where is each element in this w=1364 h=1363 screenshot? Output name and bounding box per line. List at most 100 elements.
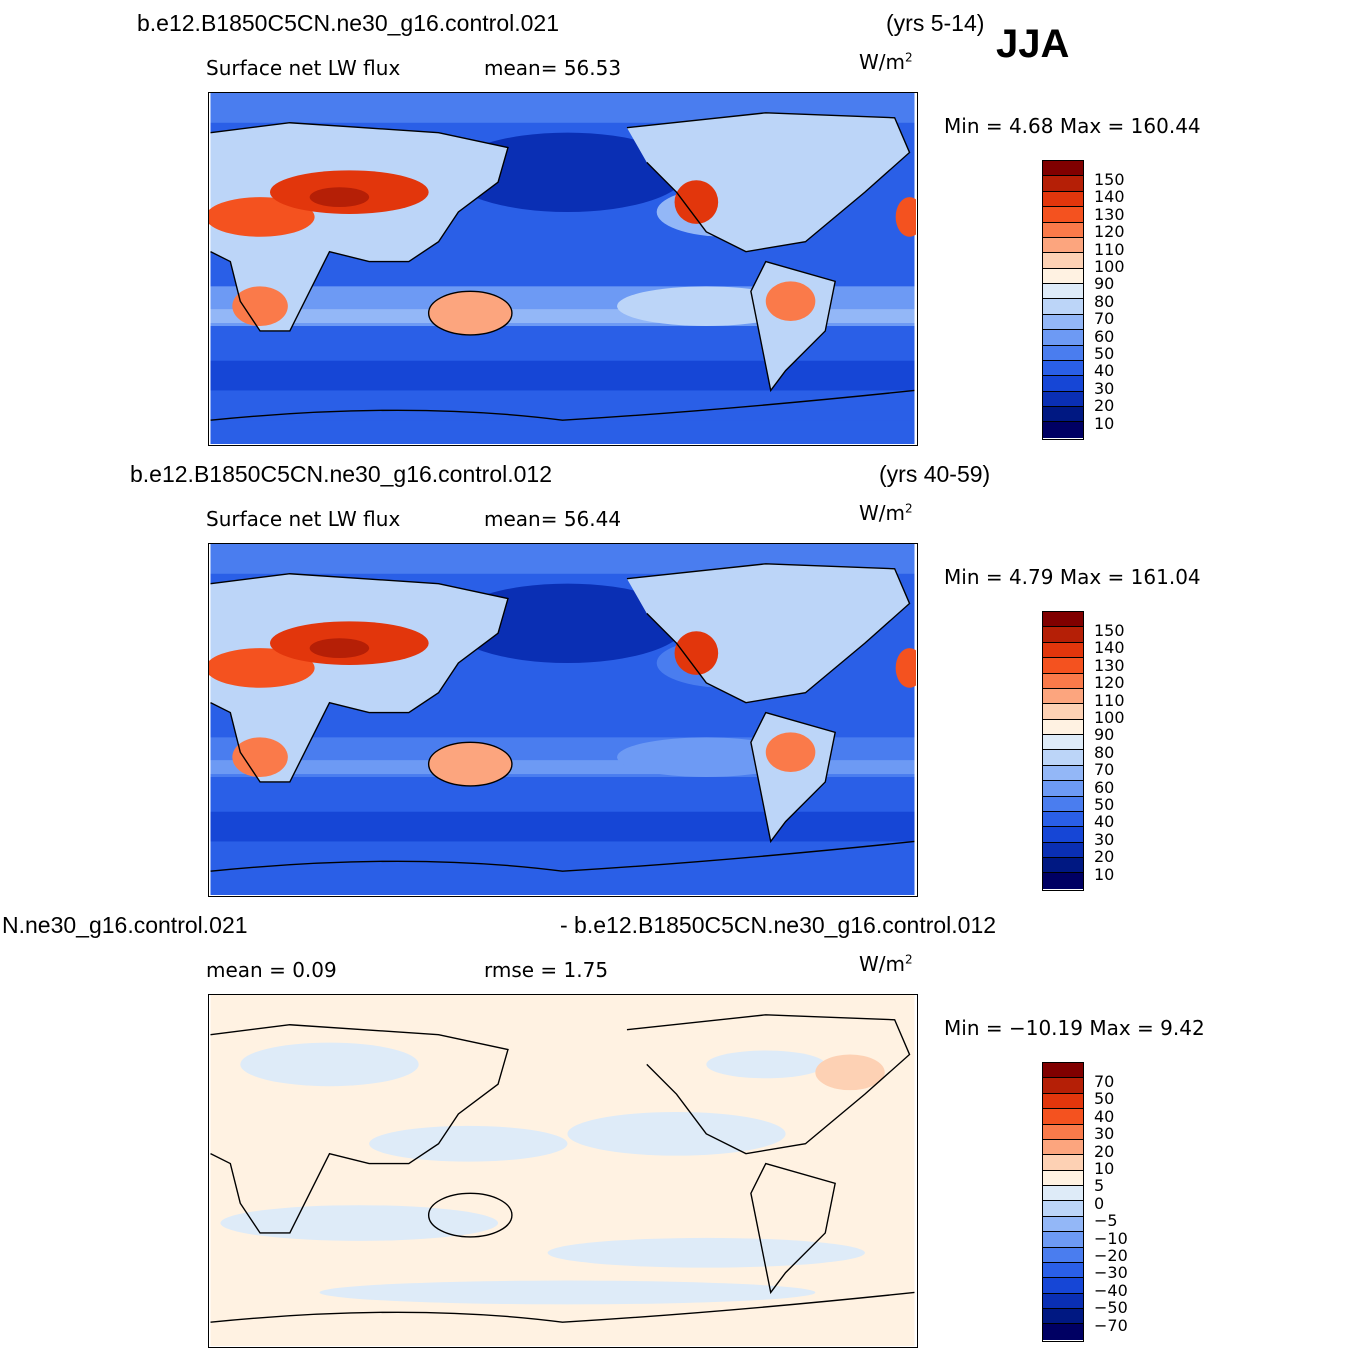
colorbar-tick-label: 40 xyxy=(1094,812,1115,832)
colorbar-tick-label: −30 xyxy=(1094,1263,1128,1283)
panel3-map-svg xyxy=(210,995,915,1346)
panel1-mean: mean= 56.53 xyxy=(484,56,622,80)
brazil-hot xyxy=(765,281,816,322)
n-pacific-low xyxy=(448,583,687,663)
colorbar-tick-label: 20 xyxy=(1094,1141,1115,1161)
colorbar-tick-label: 140 xyxy=(1094,187,1125,207)
colorbar-swatch xyxy=(1043,299,1083,315)
colorbar-tick-label: 90 xyxy=(1094,725,1115,745)
panel1-map-svg xyxy=(209,93,916,444)
colorbar-swatch xyxy=(1043,842,1083,858)
colorbar-tick-label: 80 xyxy=(1094,742,1115,762)
brazil-hot xyxy=(765,732,816,773)
colorbar-swatch xyxy=(1043,376,1083,392)
colorbar-swatch xyxy=(1043,1109,1083,1125)
colorbar-swatch xyxy=(1043,237,1083,254)
panel3-units: W/m2 xyxy=(859,952,913,976)
panel3-title-case-a: N.ne30_g16.control.021 xyxy=(2,912,248,938)
colorbar-swatch xyxy=(1043,873,1083,889)
sahara-hot xyxy=(209,648,315,688)
australia-land xyxy=(428,291,512,335)
colorbar-swatch xyxy=(1043,1139,1083,1156)
diff-negative-area xyxy=(240,1042,419,1087)
colorbar-swatch xyxy=(1043,719,1083,735)
n-pacific-low xyxy=(448,132,687,212)
colorbar-tick-label: 150 xyxy=(1094,621,1125,640)
panel3-colorbar-labels: 70 50 40 30 20 10 5 0 −5 −10 −20 −30 −40 −50 −70 xyxy=(1094,1072,1128,1335)
colorbar-swatch xyxy=(1043,1247,1083,1263)
colorbar-swatch xyxy=(1043,827,1083,843)
colorbar-swatch xyxy=(1043,781,1083,797)
southern-band xyxy=(210,811,915,842)
eurasia-africa-land xyxy=(210,573,508,782)
colorbar-tick-label: 10 xyxy=(1094,413,1115,433)
tibet-hot xyxy=(309,187,370,208)
panel1-colorbar xyxy=(1042,160,1084,440)
southern-band xyxy=(210,360,915,391)
season-label: JJA xyxy=(996,22,1070,66)
colorbar-tick-label: −20 xyxy=(1094,1246,1128,1266)
panel3-mean: mean = 0.09 xyxy=(206,958,337,982)
colorbar-swatch xyxy=(1043,330,1083,346)
colorbar-tick-label: 50 xyxy=(1094,344,1115,364)
diff-negative-area xyxy=(706,1050,826,1079)
australia-land xyxy=(428,742,512,786)
colorbar-swatch xyxy=(1043,658,1083,674)
panel3-map xyxy=(208,994,918,1348)
panel2-title-years: (yrs 40-59) xyxy=(879,461,991,487)
diff-negative-area xyxy=(369,1125,568,1162)
colorbar-tick-label: −5 xyxy=(1094,1211,1118,1231)
colorbar-tick-label: 130 xyxy=(1094,655,1125,675)
colorbar-swatch xyxy=(1043,422,1083,438)
colorbar-tick-label: 70 xyxy=(1094,309,1115,329)
colorbar-swatch xyxy=(1043,1078,1083,1094)
colorbar-swatch xyxy=(1043,1186,1083,1202)
antarctic-band xyxy=(210,420,915,444)
diff-negative-area xyxy=(319,1280,816,1305)
colorbar-swatch xyxy=(1043,627,1083,643)
eurasia-africa-land xyxy=(210,122,508,331)
colorbar-tick-label: 140 xyxy=(1094,638,1125,658)
s-africa-hot xyxy=(232,286,288,327)
colorbar-swatch xyxy=(1043,345,1083,361)
colorbar-tick-label: 120 xyxy=(1094,222,1125,242)
colorbar-swatch xyxy=(1043,1232,1083,1248)
colorbar-swatch xyxy=(1043,391,1083,407)
colorbar-swatch xyxy=(1043,1063,1083,1079)
sahara-hot xyxy=(209,197,315,237)
colorbar-swatch xyxy=(1043,161,1083,177)
colorbar-tick-label: 110 xyxy=(1094,239,1125,259)
colorbar-tick-label: 70 xyxy=(1094,1072,1115,1091)
colorbar-swatch xyxy=(1043,642,1083,659)
colorbar-tick-label: 130 xyxy=(1094,204,1125,224)
colorbar-swatch xyxy=(1043,612,1083,628)
panel1-title-years: (yrs 5-14) xyxy=(886,10,985,36)
panel2-mean: mean= 56.44 xyxy=(484,507,622,531)
colorbar-tick-label: 100 xyxy=(1094,708,1125,728)
colorbar-tick-label: 40 xyxy=(1094,1106,1115,1126)
w-usa-hot xyxy=(674,180,719,224)
colorbar-swatch xyxy=(1043,750,1083,766)
diff-negative-area xyxy=(567,1112,786,1156)
colorbar-swatch xyxy=(1043,1278,1083,1294)
w-africa-edge-hot xyxy=(895,197,916,237)
colorbar-swatch xyxy=(1043,1201,1083,1217)
colorbar-tick-label: 100 xyxy=(1094,257,1125,277)
colorbar-tick-label: 5 xyxy=(1094,1176,1105,1196)
colorbar-tick-label: 10 xyxy=(1094,1159,1115,1179)
colorbar-swatch xyxy=(1043,268,1083,284)
se-pacific-high xyxy=(617,737,796,778)
colorbar-tick-label: −50 xyxy=(1094,1298,1128,1318)
colorbar-tick-label: 40 xyxy=(1094,361,1115,381)
colorbar-tick-label: 50 xyxy=(1094,795,1115,815)
panel3-title-case-b: - b.e12.B1850C5CN.ne30_g16.control.012 xyxy=(560,912,997,938)
colorbar-tick-label: 0 xyxy=(1094,1193,1105,1213)
panel1-variable: Surface net LW flux xyxy=(206,56,401,80)
tibet-hot xyxy=(309,638,370,659)
colorbar-swatch xyxy=(1043,1170,1083,1186)
s-africa-hot xyxy=(232,737,288,778)
colorbar-swatch xyxy=(1043,704,1083,720)
coastlines xyxy=(210,563,915,872)
colorbar-swatch xyxy=(1043,314,1083,331)
panel2-units: W/m2 xyxy=(859,501,913,525)
